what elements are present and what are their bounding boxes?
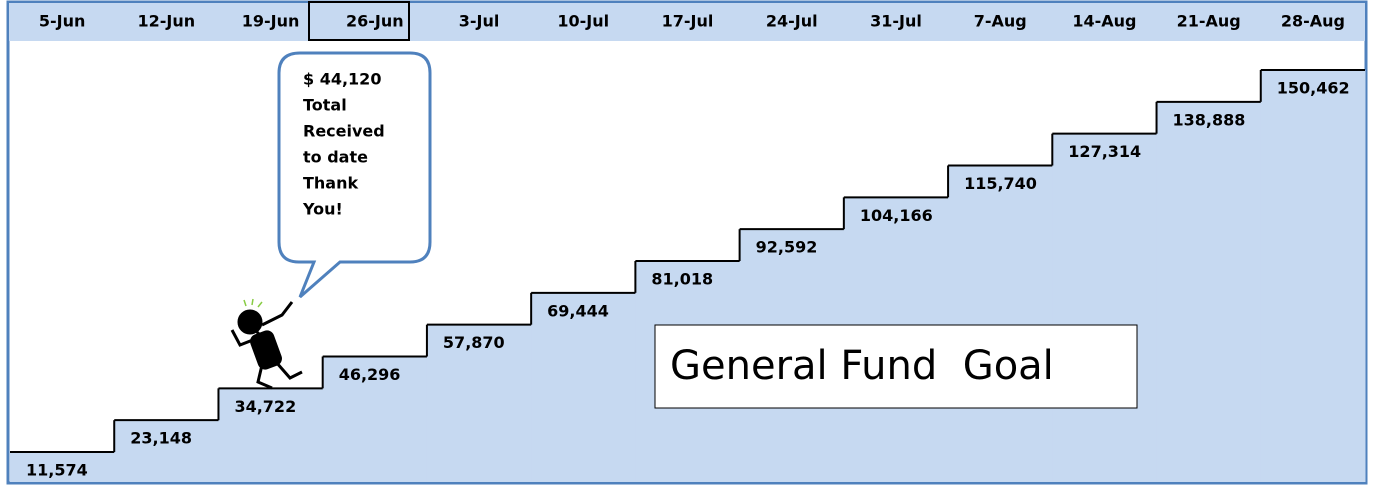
step-area [1052, 134, 1157, 482]
annotation-line: Received [303, 122, 385, 141]
value-label: 69,444 [547, 301, 609, 320]
x-tick-label: 24-Jul [766, 12, 818, 31]
value-label: 115,740 [964, 174, 1037, 193]
x-tick-label: 5-Jun [39, 12, 86, 31]
x-tick-label: 7-Aug [974, 12, 1027, 31]
annotation-line: You! [302, 200, 343, 219]
x-tick-label: 28-Aug [1281, 12, 1345, 31]
x-tick-label: 19-Jun [242, 12, 300, 31]
value-label: 150,462 [1277, 79, 1350, 98]
value-label: 138,888 [1173, 110, 1246, 129]
x-tick-label: 10-Jul [557, 12, 609, 31]
annotation-amount: $ 44,120 [303, 70, 381, 89]
step-area [1157, 102, 1262, 482]
step-area [1261, 70, 1366, 482]
value-label: 81,018 [651, 270, 713, 289]
value-label: 57,870 [443, 333, 505, 352]
page: {"chart_data": {"type": "step", "categor… [0, 0, 1374, 487]
value-label: 23,148 [130, 429, 192, 448]
x-tick-label: 12-Jun [138, 12, 196, 31]
value-label: 127,314 [1068, 142, 1141, 161]
goal-label: General Fund Goal [670, 343, 1054, 389]
annotation-line: to date [303, 148, 368, 167]
x-tick-label: 3-Jul [459, 12, 500, 31]
chart: 5-Jun 12-Jun 19-Jun 26-Jun 3-Jul 10-Jul 17-Jul… [0, 0, 1374, 487]
value-label: 34,722 [234, 397, 296, 416]
value-label: 11,574 [26, 461, 88, 480]
annotation-line: Thank [303, 174, 358, 193]
x-tick-label: 26-Jun [346, 12, 404, 31]
value-label: 92,592 [756, 238, 818, 257]
x-tick-label: 31-Jul [870, 12, 922, 31]
value-label: 104,166 [860, 206, 933, 225]
x-tick-label: 17-Jul [662, 12, 714, 31]
step-area [531, 293, 636, 482]
x-tick-label: 14-Aug [1072, 12, 1136, 31]
step-area [948, 166, 1053, 483]
annotation-line: Total [303, 96, 347, 115]
x-tick-label: 21-Aug [1177, 12, 1241, 31]
value-label: 46,296 [339, 365, 401, 384]
